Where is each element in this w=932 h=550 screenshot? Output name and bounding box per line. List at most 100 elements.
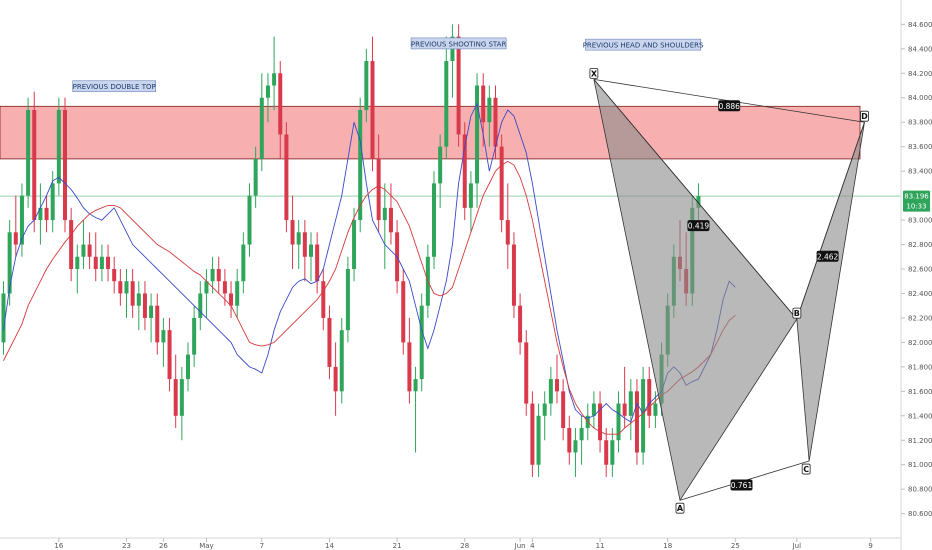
- x-tick-label: 16: [54, 542, 63, 550]
- candle-body: [38, 207, 43, 221]
- x-tick-label: May: [199, 542, 213, 550]
- candle-body: [186, 354, 190, 380]
- x-tick-label: 21: [393, 542, 402, 550]
- candle-body: [204, 281, 209, 294]
- candle-body: [487, 97, 492, 123]
- candle-body: [555, 379, 559, 392]
- candle-body: [50, 183, 55, 221]
- candle-body: [561, 391, 566, 429]
- x-axis-layer: 16 23 26 May 7 14 21 28 Jun 4 11 18 25 Jul 9: [54, 538, 873, 550]
- candle-body: [610, 440, 615, 465]
- candle-body: [26, 109, 31, 196]
- pattern-ratio-label: 0.419: [688, 222, 710, 231]
- y-tick-label: 80.600: [908, 510, 932, 518]
- annotation-box: [410, 37, 507, 50]
- candle-body: [259, 97, 264, 159]
- pattern-ratio-box: [718, 100, 741, 112]
- pattern-ratio-box: [816, 250, 839, 262]
- candle-body: [598, 403, 603, 441]
- pattern-ratio-label: 2.462: [817, 252, 839, 261]
- candle-body: [272, 73, 277, 86]
- y-tick-label: 81.200: [908, 437, 932, 445]
- candle-body: [573, 440, 578, 453]
- candle-body: [161, 330, 166, 343]
- y-tick-label: 84.600: [908, 21, 932, 29]
- candle-body: [315, 244, 320, 282]
- candle-body: [75, 256, 80, 269]
- x-tick-label: 28: [460, 542, 469, 550]
- candle-body: [247, 195, 252, 245]
- candle-body: [142, 293, 147, 318]
- candle-body: [499, 146, 504, 221]
- candle-body: [468, 183, 473, 208]
- candle-body: [591, 403, 596, 416]
- candle-body: [99, 256, 104, 269]
- y-tick-label: 81.000: [908, 461, 932, 469]
- candle-body: [179, 379, 184, 416]
- candle-body: [210, 269, 215, 282]
- pattern-ratio-box: [730, 479, 753, 491]
- annotation-label: PREVIOUS DOUBLE TOP: [73, 83, 156, 91]
- candle-body: [1, 293, 6, 343]
- candle-body: [229, 293, 234, 306]
- candle-body: [327, 317, 332, 367]
- candle-body: [309, 244, 313, 257]
- x-tick-label: Jul: [792, 542, 802, 550]
- y-tick-label: 82.000: [908, 339, 932, 347]
- resistance-zone: [0, 105, 861, 160]
- candle-body: [432, 183, 436, 257]
- candle-body: [345, 269, 350, 331]
- resistance-zone-layer: [0, 105, 861, 160]
- last-price-box: [903, 190, 930, 212]
- candle-body: [407, 342, 412, 392]
- candle-body: [511, 244, 516, 306]
- candle-body: [339, 330, 344, 392]
- candle-body: [524, 342, 529, 404]
- candle-body: [413, 379, 418, 392]
- pattern-ratio-box: [687, 220, 710, 232]
- xb-line: [593, 79, 798, 320]
- candle-body: [505, 220, 510, 245]
- candle-body: [235, 281, 240, 306]
- x-tick-label: 25: [731, 542, 740, 550]
- candle-body: [265, 85, 270, 98]
- last-price-value: 83.196: [904, 193, 929, 201]
- pattern-point-box: [792, 307, 802, 319]
- x-tick-label: 18: [663, 542, 672, 550]
- y-tick-label: 82.600: [908, 266, 932, 274]
- pattern-point-label: C: [803, 465, 809, 474]
- x-tick-label: 4: [530, 542, 535, 550]
- candle-body: [358, 109, 363, 221]
- pattern-ratio-label: 0.761: [731, 481, 753, 490]
- candle-body: [112, 269, 117, 282]
- x-tick-label: 23: [122, 542, 131, 550]
- last-price-timer: 10:33: [906, 203, 926, 211]
- candle-body: [13, 232, 18, 245]
- candle-body: [419, 305, 424, 380]
- candle-body: [696, 196, 701, 208]
- candle-body: [7, 232, 12, 294]
- y-tick-label: 81.400: [908, 412, 932, 420]
- annotation-label: PREVIOUS SHOOTING STAR: [411, 40, 507, 48]
- candle-body: [641, 379, 646, 453]
- candle-body: [302, 232, 307, 257]
- candle-body: [438, 146, 443, 184]
- candle-body: [136, 293, 141, 306]
- candle-body: [198, 293, 203, 318]
- candle-body: [352, 220, 357, 269]
- pattern-point-box: [675, 502, 685, 514]
- pattern-point-box: [860, 110, 869, 122]
- candle-body: [222, 281, 227, 294]
- candle-body: [124, 281, 129, 294]
- candle-body: [149, 305, 154, 318]
- candle-body: [481, 85, 486, 123]
- candle-body: [444, 61, 449, 147]
- candle-body: [462, 134, 467, 208]
- candle-body: [333, 366, 338, 392]
- y-tick-label: 82.200: [908, 314, 932, 322]
- candle-body: [604, 440, 609, 465]
- annotation-box: [72, 80, 156, 93]
- candle-body: [130, 281, 135, 306]
- x-tick-label: Jun: [514, 542, 526, 550]
- moving-average-line-1: [3, 102, 736, 423]
